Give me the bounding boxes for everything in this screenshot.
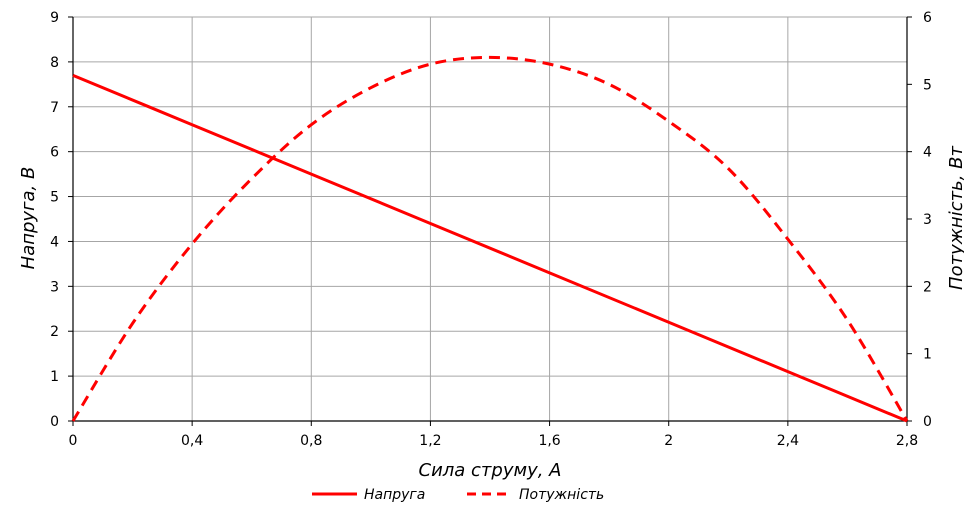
series-lines <box>71 55 909 423</box>
grid <box>73 16 908 421</box>
x-tick-label: 1,2 <box>419 433 441 449</box>
x-tick-label: 2,4 <box>777 433 799 449</box>
legend-label-napruga: Напруга <box>364 487 425 503</box>
x-tick-labels: 0 0,4 0,8 1,2 1,6 2 2,4 2,8 <box>69 433 919 449</box>
y2-tick-labels: 0 1 2 3 4 5 6 <box>923 10 932 430</box>
x-tick-label: 0,4 <box>181 433 203 449</box>
y-tick-label: 4 <box>50 234 59 250</box>
x-tick-label: 2 <box>664 433 673 449</box>
legend-label-potuzhnist: Потужність <box>519 487 604 503</box>
x-tick-label: 2,8 <box>896 433 918 449</box>
y-tick-label: 8 <box>50 55 59 71</box>
legend: Напруга Потужність <box>312 487 604 503</box>
series-line-potuzhnist <box>71 55 909 422</box>
series-line-napruga <box>72 73 908 423</box>
y2-axis-title: Потужність, Вт <box>946 146 964 290</box>
y-tick-label: 5 <box>50 190 59 206</box>
y-tick-label: 1 <box>50 369 59 385</box>
y2-tick-label: 4 <box>923 145 932 161</box>
y-axis-title: Напруга, В <box>18 167 39 270</box>
y-tick-label: 0 <box>50 414 59 430</box>
y-tick-label: 7 <box>50 100 59 116</box>
y-tick-label: 2 <box>50 324 59 340</box>
y-tick-label: 9 <box>50 10 59 26</box>
x-tick-label: 0 <box>69 433 78 449</box>
y-tick-label: 6 <box>50 145 59 161</box>
y2-tick-label: 3 <box>923 212 932 228</box>
y2-tick-label: 5 <box>923 77 932 93</box>
x-tick-label: 0,8 <box>300 433 322 449</box>
y2-tick-label: 2 <box>923 279 932 295</box>
y2-tick-label: 1 <box>923 347 932 363</box>
x-tick-label: 1,6 <box>538 433 560 449</box>
y2-tick-label: 6 <box>923 10 932 26</box>
y-tick-label: 3 <box>50 279 59 295</box>
axes <box>68 16 912 426</box>
y-tick-labels: 0 1 2 3 4 5 6 7 8 9 <box>50 10 59 430</box>
y2-tick-label: 0 <box>923 414 932 430</box>
x-axis-title: Сила струму, А <box>419 460 562 481</box>
